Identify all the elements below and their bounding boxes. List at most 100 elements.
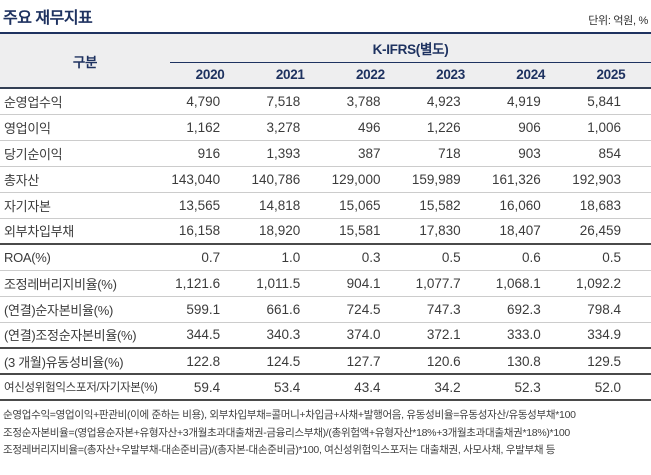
table-row: ROA(%) 0.7 1.0 0.3 0.5 0.6 0.5 xyxy=(0,244,651,271)
table-row: 외부차입부채 16,158 18,920 15,581 17,830 18,407 26,4… xyxy=(0,218,651,245)
cell-value: 0.6 xyxy=(490,244,571,271)
title-row: 주요 재무지표 단위: 억원, % xyxy=(0,0,651,32)
cell-value: 916 xyxy=(170,140,251,167)
table-row: 당기순이익 916 1,393 387 718 903 854 xyxy=(0,140,651,167)
cell-value: 18,407 xyxy=(490,218,571,245)
cell-value: 15,581 xyxy=(330,218,411,245)
table-row: 순영업수익 4,790 7,518 3,788 4,923 4,919 5,841 xyxy=(0,88,651,115)
year-header-row: 2020 2021 2022 2023 2024 2025 xyxy=(0,62,651,89)
row-label: 외부차입부채 xyxy=(0,218,170,245)
cell-value: 344.5 xyxy=(170,322,251,349)
cell-value: 0.5 xyxy=(570,244,651,271)
cell-value: 0.7 xyxy=(170,244,251,271)
row-label: 여신성위험익스포저/자기자본(%) xyxy=(0,374,170,401)
col-header-group: 구분 xyxy=(0,33,170,89)
cell-value: 854 xyxy=(570,140,651,167)
cell-value: 1,077.7 xyxy=(410,270,491,297)
cell-value: 496 xyxy=(330,114,411,141)
financial-indicators-table: 구분 K-IFRS(별도) 2020 2021 2022 2023 2024 2025 순… xyxy=(0,32,651,401)
cell-value: 52.0 xyxy=(570,374,651,401)
cell-value: 15,065 xyxy=(330,192,411,219)
cell-value: 599.1 xyxy=(170,296,251,323)
cell-value: 692.3 xyxy=(490,296,571,323)
year-header: 2023 xyxy=(410,62,491,89)
standard-header-row: 구분 K-IFRS(별도) xyxy=(0,33,651,89)
cell-value: 333.0 xyxy=(490,322,571,349)
footnote-line: 조정레버리지비율=(총자산+우발부채-대손준비금)/(총자본-대손준비금)*10… xyxy=(3,444,556,456)
row-label: ROA(%) xyxy=(0,244,170,271)
footnotes: 순영업수익=영업이익+판관비(이에 준하는 비용), 외부차입부채=콜머니+차입… xyxy=(0,407,651,460)
cell-value: 747.3 xyxy=(410,296,491,323)
table-row: 영업이익 1,162 3,278 496 1,226 906 1,006 xyxy=(0,114,651,141)
footnote-line: 순영업수익=영업이익+판관비(이에 준하는 비용), 외부차입부채=콜머니+차입… xyxy=(3,409,576,421)
row-label: 총자산 xyxy=(0,166,170,193)
unit-label: 단위: 억원, % xyxy=(588,15,648,27)
cell-value: 43.4 xyxy=(330,374,411,401)
row-label: (3 개월)유동성비율(%) xyxy=(0,348,170,375)
cell-value: 13,565 xyxy=(170,192,251,219)
cell-value: 53.4 xyxy=(250,374,331,401)
cell-value: 1,393 xyxy=(250,140,331,167)
year-header: 2024 xyxy=(490,62,571,89)
table-row: 자기자본 13,565 14,818 15,065 15,582 16,060 18,683 xyxy=(0,192,651,219)
year-header: 2021 xyxy=(250,62,331,89)
row-label: 순영업수익 xyxy=(0,88,170,115)
cell-value: 122.8 xyxy=(170,348,251,375)
cell-value: 387 xyxy=(330,140,411,167)
row-label: (연결)조정순자본비율(%) xyxy=(0,322,170,349)
cell-value: 906 xyxy=(490,114,571,141)
cell-value: 3,788 xyxy=(330,88,411,115)
cell-value: 15,582 xyxy=(410,192,491,219)
footnote-line: 조정순자본비율=(영업용순자본+유형자산+3개월초과대출채권-금융리스부채)/(… xyxy=(3,426,570,439)
col-header-standard: K-IFRS(별도) xyxy=(170,33,651,63)
table-row: (연결)조정순자본비율(%) 344.5 340.3 374.0 372.1 333.0 3… xyxy=(0,322,651,349)
cell-value: 1,121.6 xyxy=(170,270,251,297)
cell-value: 143,040 xyxy=(170,166,251,193)
cell-value: 18,683 xyxy=(570,192,651,219)
row-label: 영업이익 xyxy=(0,114,170,141)
cell-value: 1,092.2 xyxy=(570,270,651,297)
table-row: 총자산 143,040 140,786 129,000 159,989 161,326 19… xyxy=(0,166,651,193)
cell-value: 130.8 xyxy=(490,348,571,375)
cell-value: 798.4 xyxy=(570,296,651,323)
page-title: 주요 재무지표 xyxy=(3,10,93,27)
cell-value: 17,830 xyxy=(410,218,491,245)
table-row: (연결)순자본비율(%) 599.1 661.6 724.5 747.3 692.3 798… xyxy=(0,296,651,323)
cell-value: 374.0 xyxy=(330,322,411,349)
cell-value: 4,919 xyxy=(490,88,571,115)
cell-value: 192,903 xyxy=(570,166,651,193)
cell-value: 724.5 xyxy=(330,296,411,323)
cell-value: 1,226 xyxy=(410,114,491,141)
cell-value: 661.6 xyxy=(250,296,331,323)
year-header: 2022 xyxy=(330,62,411,89)
cell-value: 372.1 xyxy=(410,322,491,349)
cell-value: 129.5 xyxy=(570,348,651,375)
year-header: 2020 xyxy=(170,62,251,89)
cell-value: 0.3 xyxy=(330,244,411,271)
cell-value: 16,158 xyxy=(170,218,251,245)
cell-value: 7,518 xyxy=(250,88,331,115)
year-header: 2025 xyxy=(570,62,651,89)
table-row: (3 개월)유동성비율(%) 122.8 124.5 127.7 120.6 130.8 1… xyxy=(0,348,651,375)
cell-value: 1,162 xyxy=(170,114,251,141)
cell-value: 161,326 xyxy=(490,166,571,193)
cell-value: 334.9 xyxy=(570,322,651,349)
cell-value: 26,459 xyxy=(570,218,651,245)
cell-value: 903 xyxy=(490,140,571,167)
cell-value: 159,989 xyxy=(410,166,491,193)
row-label: 자기자본 xyxy=(0,192,170,219)
row-label: 조정레버리지비율(%) xyxy=(0,270,170,297)
cell-value: 16,060 xyxy=(490,192,571,219)
cell-value: 340.3 xyxy=(250,322,331,349)
cell-value: 124.5 xyxy=(250,348,331,375)
row-label: (연결)순자본비율(%) xyxy=(0,296,170,323)
cell-value: 904.1 xyxy=(330,270,411,297)
cell-value: 4,790 xyxy=(170,88,251,115)
cell-value: 718 xyxy=(410,140,491,167)
table-row: 조정레버리지비율(%) 1,121.6 1,011.5 904.1 1,077.7 1,0… xyxy=(0,270,651,297)
cell-value: 120.6 xyxy=(410,348,491,375)
cell-value: 1.0 xyxy=(250,244,331,271)
cell-value: 127.7 xyxy=(330,348,411,375)
table-row: 여신성위험익스포저/자기자본(%) 59.4 53.4 43.4 34.2 52.3 52.… xyxy=(0,374,651,401)
